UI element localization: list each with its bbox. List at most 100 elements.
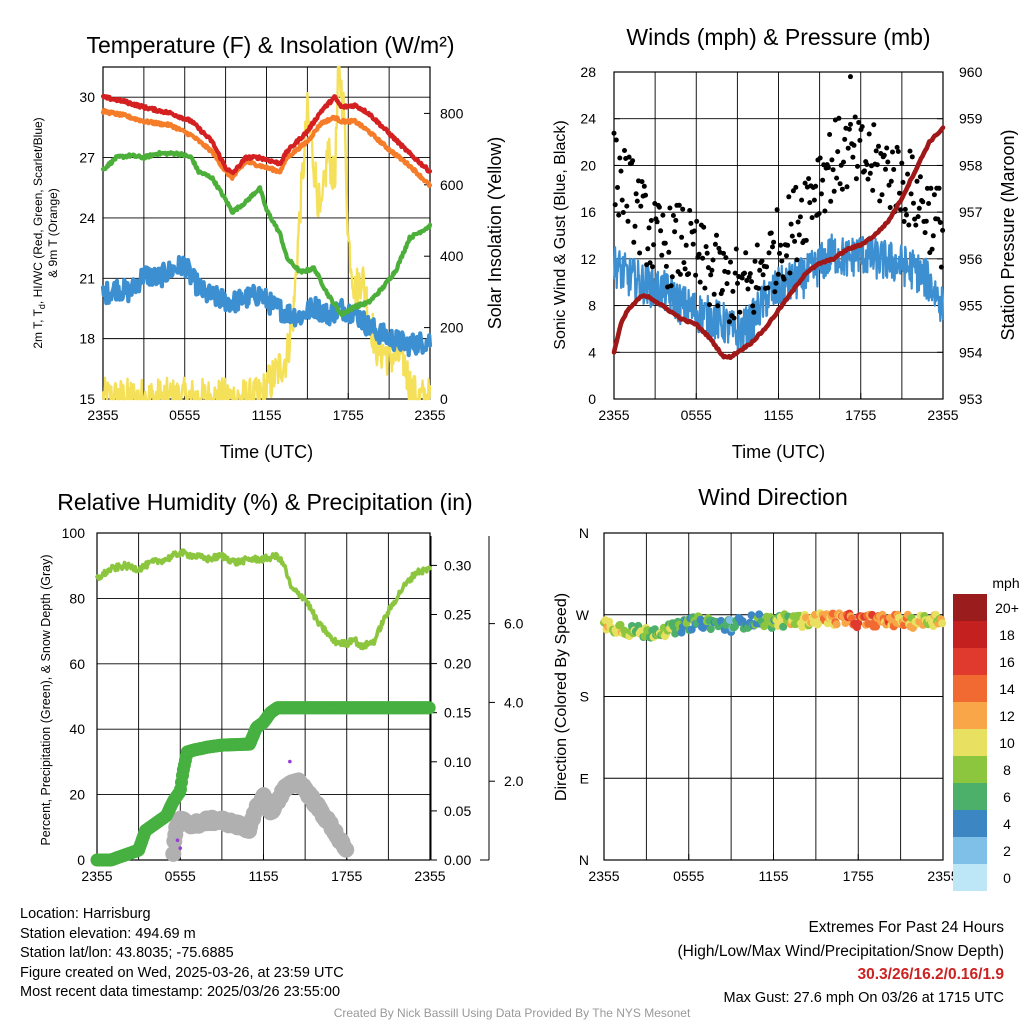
- y-tick-label: 60: [69, 656, 85, 672]
- gust-point: [835, 149, 841, 155]
- gust-point: [789, 233, 795, 239]
- gust-point: [909, 154, 915, 160]
- gust-point: [883, 166, 888, 172]
- series-line-orange: [100, 107, 433, 188]
- gust-point: [697, 279, 703, 285]
- gust-point: [916, 205, 922, 211]
- precip-point: [422, 701, 436, 715]
- y2-axis-label: Solar Insolation (Yellow): [485, 137, 505, 329]
- snow-marker: [288, 759, 292, 764]
- gust-point: [669, 274, 675, 280]
- direction-point: [725, 616, 734, 624]
- gust-point: [619, 197, 625, 203]
- gust-point: [886, 182, 892, 188]
- gust-point: [677, 271, 683, 277]
- x-tick-label: 0555: [165, 868, 196, 884]
- gust-point: [687, 208, 693, 213]
- chart-title: Wind Direction: [698, 484, 848, 510]
- legend-label: 12: [999, 708, 1015, 724]
- legend-title: mph: [992, 575, 1019, 591]
- y-axis-label-text: Sonic Wind & Gust (Blue, Black): [552, 120, 569, 349]
- pressure-line: [611, 125, 946, 361]
- gust-point: [929, 246, 935, 252]
- gust-points: [611, 74, 946, 325]
- gust-point: [811, 197, 817, 203]
- gust-point: [888, 178, 894, 184]
- gust-point: [696, 251, 702, 257]
- gust-point: [914, 178, 920, 184]
- legend-label: 8: [1003, 762, 1011, 778]
- gust-point: [836, 115, 842, 121]
- gust-point: [715, 303, 721, 309]
- gust-point: [739, 275, 745, 281]
- gust-point: [837, 181, 843, 187]
- gust-point: [618, 168, 624, 174]
- gust-point: [897, 190, 902, 196]
- gust-point: [844, 184, 850, 190]
- legend-label: 0: [1003, 870, 1011, 886]
- gust-point: [750, 303, 756, 309]
- gust-point: [641, 183, 647, 189]
- y-axis-label-text: Direction (Colored By Speed): [553, 593, 570, 801]
- gust-point: [768, 230, 774, 236]
- gust-point: [742, 270, 747, 276]
- y-tick-label: 27: [79, 150, 95, 166]
- gust-point: [867, 170, 873, 176]
- gust-point: [659, 252, 665, 258]
- gust-point: [862, 168, 867, 174]
- y-tick-label: 20: [580, 157, 596, 173]
- gust-point: [857, 137, 863, 143]
- legend-label: 2: [1003, 843, 1011, 859]
- gust-point: [775, 271, 781, 277]
- station-elevation: Station elevation: 494.69 m: [20, 925, 196, 942]
- gust-point: [850, 154, 856, 160]
- gust-point: [630, 158, 636, 164]
- direction-point: [755, 610, 764, 619]
- gust-point: [704, 250, 710, 256]
- gust-point: [646, 225, 652, 231]
- gust-point: [680, 206, 686, 212]
- gust-point: [923, 218, 929, 224]
- gust-point: [639, 179, 645, 185]
- gust-point: [624, 203, 630, 209]
- y-tick-label: 15: [79, 391, 95, 407]
- gust-point: [702, 285, 708, 291]
- gust-point: [839, 186, 845, 192]
- gust-point: [703, 244, 709, 250]
- plot-border: [102, 66, 431, 400]
- y2-tick-label: 0: [440, 391, 448, 407]
- gust-point: [852, 114, 858, 120]
- legend-label: 20+: [995, 600, 1019, 616]
- gust-point: [834, 175, 840, 181]
- y3-tick-label: 6.0: [504, 616, 524, 632]
- y-tick-label: 40: [69, 721, 85, 737]
- gust-point: [634, 198, 640, 204]
- gust-point: [915, 214, 921, 220]
- gust-point: [940, 227, 946, 233]
- y-tick-label: 24: [580, 111, 596, 127]
- gust-point: [668, 283, 674, 289]
- x-tick-label: 2355: [87, 407, 118, 423]
- snow-point: [165, 845, 182, 862]
- station-location: Location: Harrisburg: [20, 906, 151, 922]
- y-axis-label-text: Percent, Precipitation (Green), & Snow D…: [39, 554, 53, 845]
- y2-tick-label: 955: [959, 298, 983, 314]
- gust-point: [714, 232, 719, 238]
- gust-point: [724, 281, 730, 287]
- extremes-title: Extremes For Past 24 Hours: [808, 919, 1004, 936]
- gust-point: [881, 152, 887, 158]
- gust-point: [656, 204, 662, 210]
- gust-point: [733, 246, 739, 252]
- gust-point: [822, 208, 828, 214]
- gust-point: [820, 177, 826, 183]
- gust-point-max: [847, 74, 853, 80]
- x-tick-label: 2355: [81, 868, 112, 884]
- gust-point: [816, 211, 822, 217]
- gust-point: [673, 217, 679, 223]
- plot-border: [603, 532, 944, 861]
- snow-depth-points: [165, 772, 355, 862]
- y2-tick-label: 800: [440, 105, 464, 121]
- gust-point: [856, 120, 862, 125]
- y2-tick-label: 0.30: [444, 557, 471, 573]
